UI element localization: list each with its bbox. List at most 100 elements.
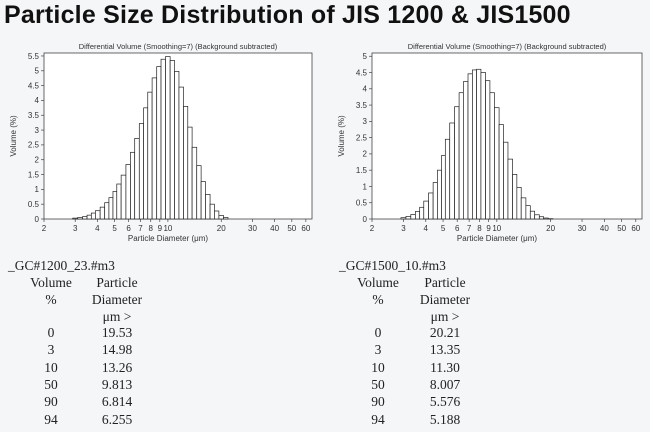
histogram-bar [480, 72, 486, 220]
x-tick-label: 5 [112, 224, 117, 233]
histogram-bar [534, 214, 540, 220]
histogram-bar [489, 92, 495, 220]
x-tick-label: 10 [163, 224, 172, 233]
x-tick-label: 2 [42, 224, 47, 233]
histogram-bar [134, 138, 140, 220]
histogram-bar [99, 206, 106, 220]
y-tick-label: 5.5 [28, 52, 40, 61]
volume-cell: 10 [371, 359, 385, 375]
y-tick-label: 4 [35, 96, 40, 105]
histogram-bar [400, 217, 407, 220]
x-axis-label: Particle Diameter (μm) [128, 234, 209, 243]
x-tick-label: 40 [600, 224, 609, 233]
histogram-bar [151, 77, 158, 220]
volume-cell: 3 [374, 342, 382, 358]
x-tick-label: 3 [73, 224, 78, 233]
histogram-bar [476, 68, 482, 220]
histogram-bar [405, 216, 412, 220]
y-axis-label: Volume (%) [337, 115, 346, 157]
histogram-bar [449, 122, 455, 220]
x-tick-label: 6 [455, 224, 460, 233]
x-tick-label: 8 [477, 224, 482, 233]
histogram-bar [86, 214, 92, 220]
histogram-bar [191, 146, 198, 220]
y-tick-label: 1 [35, 185, 40, 194]
histogram-bar [458, 92, 464, 220]
x-tick-label: 30 [578, 224, 587, 233]
x-tick-label: 4 [424, 224, 429, 233]
chart-jis1500: Differential Volume (Smoothing=7) (Backg… [337, 42, 643, 243]
x-tick-label: 8 [148, 224, 153, 233]
volume-cell: 94 [371, 411, 385, 427]
page-title: Particle Size Distribution of JIS 1200 &… [4, 1, 571, 29]
histogram-bar [444, 138, 451, 220]
volume-header-jis1200: Volume % [26, 274, 76, 308]
histogram-bar [432, 182, 438, 220]
histogram-bar [516, 187, 522, 220]
diameter-header-label-1: Particle [96, 275, 138, 290]
x-tick-label: 60 [301, 224, 310, 233]
volume-cell: 90 [371, 394, 385, 410]
diameter-cell: 19.53 [101, 325, 133, 340]
histogram-bar [529, 210, 536, 220]
histogram-bar [467, 73, 473, 220]
plot-title: Differential Volume (Smoothing=7) (Backg… [79, 42, 278, 51]
x-tick-label: 7 [467, 224, 472, 233]
x-tick-label: 2 [370, 224, 375, 233]
histogram-bar [423, 200, 429, 220]
diameter-header-unit: μm > [430, 309, 460, 324]
file-name-jis1500: _GC#1500_10.#m3 [339, 258, 446, 273]
x-tick-label: 10 [492, 224, 501, 233]
histogram-bar [125, 164, 131, 220]
volume-header-unit: % [45, 292, 57, 307]
diameter-cell: 9.813 [101, 376, 133, 392]
y-tick-label: 0 [363, 215, 368, 224]
x-tick-label: 9 [158, 224, 163, 233]
diameter-header-label-2: Diameter [419, 292, 471, 307]
y-tick-label: 2.5 [356, 133, 368, 142]
histogram-bar [494, 107, 500, 220]
diameter-cell: 14.98 [101, 342, 133, 358]
histogram-bar [143, 107, 149, 220]
y-tick-label: 0.5 [356, 199, 368, 208]
x-tick-label: 5 [441, 224, 446, 233]
histogram-bar [116, 183, 122, 220]
x-tick-label: 30 [248, 224, 257, 233]
y-tick-label: 0 [35, 215, 40, 224]
y-tick-label: 3.5 [356, 101, 368, 110]
x-tick-label: 60 [631, 224, 640, 233]
histogram-bar [77, 217, 83, 220]
volume-header-unit: % [372, 292, 384, 307]
volume-header-label: Volume [357, 275, 399, 290]
histogram-bar [538, 216, 545, 220]
histogram-bar [156, 66, 162, 220]
x-tick-label: 20 [546, 224, 555, 233]
diameter-header-jis1500: Particle Diameter μm > [410, 274, 480, 325]
histogram-bar [428, 192, 434, 220]
histogram-bar [437, 169, 442, 220]
histogram-bar [507, 158, 513, 220]
y-tick-label: 1 [363, 182, 368, 191]
histogram-bar [178, 86, 184, 220]
histogram-bar [525, 205, 531, 220]
x-tick-label: 40 [270, 224, 279, 233]
histogram-bar [112, 191, 118, 220]
chart-jis1200: Differential Volume (Smoothing=7) (Backg… [9, 42, 313, 243]
volume-cell: 0 [374, 325, 382, 340]
x-tick-label: 50 [287, 224, 296, 233]
volume-cell: 10 [44, 359, 58, 375]
volume-cell: 50 [44, 376, 58, 392]
y-tick-label: 2.5 [28, 141, 40, 150]
x-tick-label: 3 [401, 224, 406, 233]
histogram-bar [95, 210, 101, 220]
x-tick-label: 50 [617, 224, 626, 233]
y-tick-label: 4.5 [356, 68, 368, 77]
y-tick-label: 5 [363, 52, 368, 61]
histogram-bar [205, 194, 211, 220]
y-tick-label: 5 [35, 67, 40, 76]
histogram-bar [174, 71, 180, 220]
volume-cell: 50 [371, 376, 385, 392]
x-tick-label: 6 [126, 224, 131, 233]
diameter-cell: 11.30 [430, 359, 460, 375]
histogram-bar [223, 217, 229, 220]
